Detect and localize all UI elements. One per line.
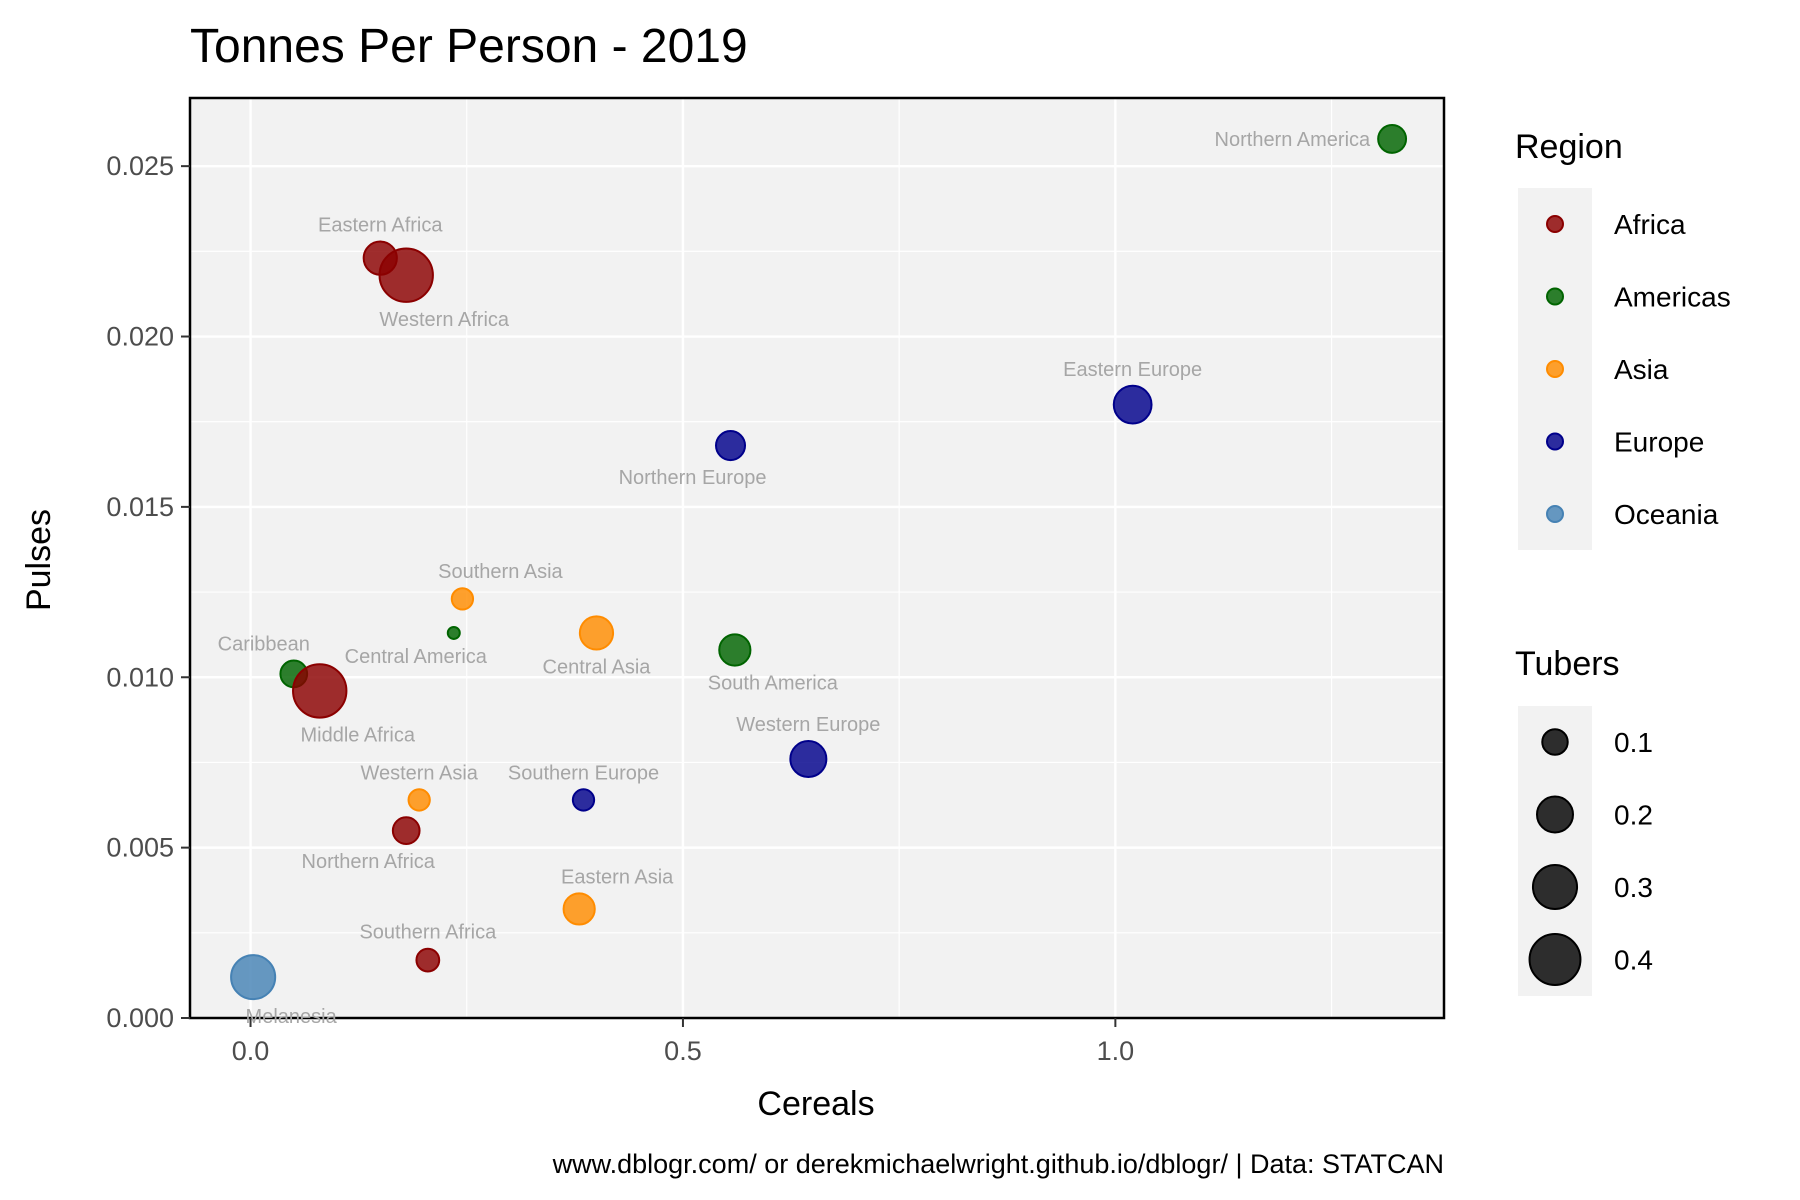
region-legend-label: Europe — [1614, 427, 1704, 458]
region-legend: Region Africa Americas Asia Europe Oceania — [1515, 128, 1731, 550]
tubers-legend-key — [1531, 863, 1579, 911]
data-point — [789, 740, 828, 779]
data-point — [378, 247, 434, 303]
x-tick-label: 0.0 — [232, 1036, 270, 1066]
tubers-legend-label: 0.2 — [1614, 800, 1653, 831]
point-label: Caribbean — [218, 634, 310, 656]
point-label: Southern Asia — [438, 561, 563, 583]
tubers-legend-label: 0.1 — [1614, 727, 1653, 758]
point-label: Middle Africa — [300, 725, 415, 747]
data-point — [1112, 384, 1153, 425]
x-axis-title: Cereals — [757, 1085, 874, 1123]
region-legend-label: Africa — [1614, 209, 1686, 240]
y-tick-label: 0.005 — [106, 833, 174, 863]
chart-title: Tonnes Per Person - 2019 — [190, 20, 748, 73]
region-legend-label: Asia — [1614, 354, 1669, 385]
y-axis-title: Pulses — [20, 509, 58, 611]
point-label: Northern Europe — [619, 467, 767, 489]
region-legend-key — [1546, 287, 1564, 306]
data-point — [1377, 123, 1408, 154]
point-label: Eastern Africa — [318, 215, 443, 237]
data-point — [391, 816, 421, 845]
point-label: Northern Africa — [302, 851, 436, 873]
point-label: Southern Africa — [359, 922, 497, 944]
region-legend-title: Region — [1515, 128, 1623, 166]
region-legend-label: Americas — [1614, 282, 1731, 313]
region-legend-label: Oceania — [1614, 499, 1719, 530]
data-points — [230, 123, 1408, 1001]
y-tick-label: 0.015 — [106, 492, 174, 522]
point-label: Eastern Europe — [1063, 359, 1202, 381]
region-legend-key — [1546, 360, 1564, 378]
data-point — [450, 587, 475, 611]
point-label: Western Europe — [736, 714, 880, 736]
point-label: Western Asia — [360, 762, 478, 784]
data-point — [715, 430, 747, 462]
tubers-legend-title: Tubers — [1515, 645, 1620, 683]
y-tick-label: 0.010 — [106, 662, 174, 692]
y-tick-label: 0.020 — [106, 322, 174, 352]
tubers-legend-key — [1528, 933, 1582, 986]
region-legend-key — [1546, 215, 1564, 233]
point-label: Melanesia — [246, 1006, 338, 1028]
data-point — [571, 788, 596, 812]
panel-border — [188, 96, 1446, 1020]
point-label: Western Africa — [379, 309, 510, 331]
x-axis: 0.0 0.5 1.0 — [232, 1018, 1134, 1066]
data-point — [446, 625, 461, 640]
data-point — [407, 788, 431, 812]
point-label: Southern Europe — [508, 762, 659, 784]
chart-caption: www.dblogr.com/ or derekmichaelwright.gi… — [552, 1149, 1444, 1179]
data-point — [292, 663, 348, 719]
point-label: South America — [708, 673, 839, 695]
y-axis: 0.000 0.005 0.010 0.015 0.020 0.025 — [106, 151, 190, 1033]
tubers-legend: Tubers 0.1 0.2 0.3 0.4 — [1515, 645, 1653, 996]
data-point — [415, 947, 441, 973]
tubers-legend-key — [1536, 795, 1574, 834]
x-tick-label: 0.5 — [664, 1036, 702, 1066]
data-point — [562, 892, 596, 926]
data-point — [230, 954, 277, 1001]
region-legend-key — [1546, 432, 1564, 451]
y-tick-label: 0.025 — [106, 151, 174, 181]
point-label: Northern America — [1215, 129, 1371, 151]
point-label: Central Asia — [543, 657, 652, 679]
point-labels: Northern America Eastern Africa Western Af… — [218, 129, 1371, 1028]
tubers-legend-key — [1541, 728, 1569, 756]
y-tick-label: 0.000 — [106, 1003, 174, 1033]
tubers-legend-label: 0.3 — [1614, 872, 1653, 903]
point-label: Central America — [345, 646, 488, 668]
x-tick-label: 1.0 — [1097, 1036, 1135, 1066]
data-point — [578, 615, 615, 651]
tubers-legend-label: 0.4 — [1614, 945, 1653, 976]
point-label: Eastern Asia — [561, 866, 674, 888]
data-point — [718, 633, 752, 667]
region-legend-key — [1546, 505, 1564, 523]
